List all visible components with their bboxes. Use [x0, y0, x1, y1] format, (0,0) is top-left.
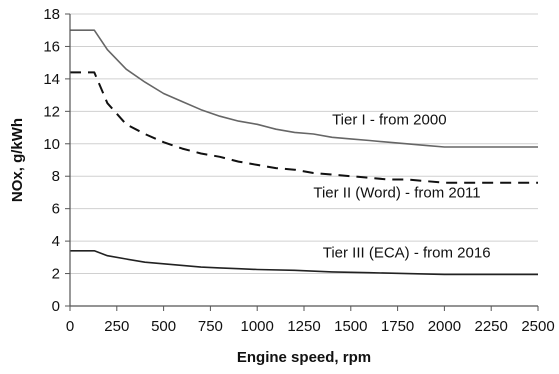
series-line-3	[70, 250, 538, 276]
y-tick-label-18: 18	[43, 6, 60, 23]
series-line-1	[70, 29, 538, 148]
x-tick-label-1250: 1250	[287, 318, 320, 335]
y-tick-label-16: 16	[43, 38, 60, 55]
x-tick-label-2000: 2000	[428, 318, 461, 335]
series-layer	[70, 29, 538, 276]
y-tick-label-4: 4	[52, 233, 60, 250]
series-annotation-2: Tier II (Word) - from 2011	[313, 184, 480, 201]
y-tick-label-8: 8	[52, 168, 60, 185]
y-tick-label-14: 14	[43, 71, 60, 88]
x-tick-label-0: 0	[66, 318, 74, 335]
x-tick-label-500: 500	[151, 318, 176, 335]
grid-layer	[70, 13, 538, 275]
x-tick-label-750: 750	[198, 318, 223, 335]
y-tick-label-10: 10	[43, 136, 60, 153]
series-annotation-1: Tier I - from 2000	[332, 111, 446, 128]
axis-layer	[65, 13, 539, 311]
y-tick-label-6: 6	[52, 201, 60, 218]
annotation-layer: Tier I - from 2000 Tier II (Word) - from …	[313, 111, 490, 261]
y-tick-label-2: 2	[52, 266, 60, 283]
x-tick-label-2250: 2250	[475, 318, 508, 335]
x-tick-label-1000: 1000	[241, 318, 274, 335]
series-line-2	[70, 71, 538, 184]
tick-layer: 0 2 4 6 8 10 12 14 16 18 0 250 500 750 1000 1250 1500 175…	[43, 6, 554, 335]
x-tick-label-1750: 1750	[381, 318, 414, 335]
x-tick-label-2500: 2500	[521, 318, 554, 335]
x-tick-label-1500: 1500	[334, 318, 367, 335]
x-axis-title: Engine speed, rpm	[237, 349, 371, 366]
y-tick-label-12: 12	[43, 103, 60, 120]
y-tick-label-0: 0	[52, 298, 60, 315]
y-axis-title: NOx, g/kWh	[9, 118, 26, 202]
x-tick-label-250: 250	[104, 318, 129, 335]
series-annotation-3: Tier III (ECA) - from 2016	[323, 244, 491, 261]
